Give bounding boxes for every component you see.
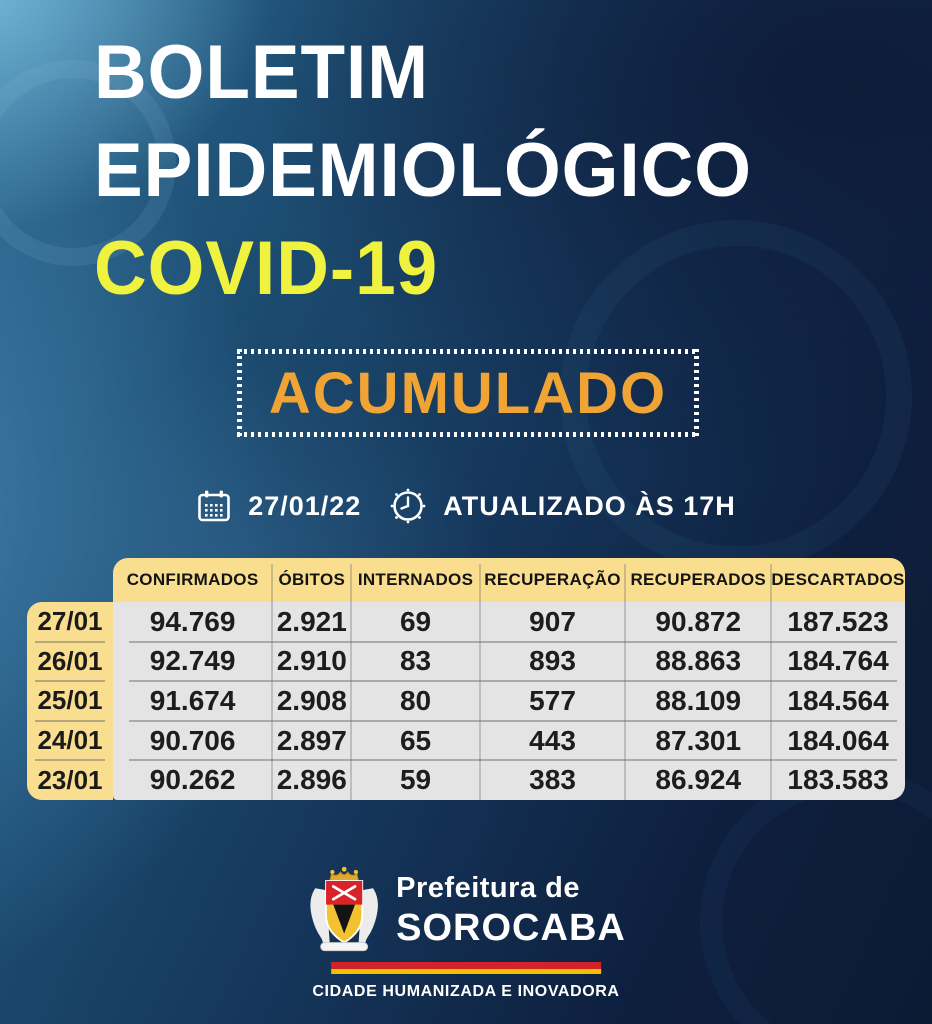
table-row: 90.706 2.897 65 443 87.301 184.064	[113, 720, 905, 761]
table-cell: 187.523	[787, 605, 889, 637]
table-cell: 86.924	[625, 760, 772, 800]
table-cell: 65	[351, 720, 481, 761]
table-cell: 90.262	[113, 760, 274, 800]
table-cell: 2.896	[272, 760, 353, 800]
table-cell: 90.872	[625, 602, 772, 642]
date-cell: 24/01	[27, 721, 113, 761]
date-cell: 26/01	[27, 642, 113, 682]
table-cell: 80	[351, 681, 481, 721]
org-name-line1: Prefeitura de	[396, 872, 580, 904]
date-column: 27/01 26/01 25/01 24/01 23/01	[27, 602, 113, 800]
table-cell: 2.910	[272, 641, 353, 682]
column-header-obitos: ÓBITOS	[272, 558, 353, 602]
table-cell: 83	[351, 641, 481, 682]
title-line-covid19: COVID-19	[94, 226, 439, 311]
footer-brand: Prefeitura de SOROCABA CIDADE HUMANIZADA…	[306, 860, 626, 1001]
table-cell: 184.564	[787, 684, 889, 716]
table-cell: 90.706	[113, 720, 274, 761]
dashed-border-top	[237, 349, 699, 354]
table-cell: 88.109	[625, 681, 772, 721]
org-name-line2: SOROCABA	[396, 907, 626, 949]
dashed-border-left	[237, 349, 242, 437]
table-row: 91.674 2.908 80 577 88.109 184.564	[113, 681, 905, 722]
brand-bar-yellow	[331, 969, 601, 974]
dashed-border-right	[694, 349, 699, 437]
column-header-confirmados: CONFIRMADOS	[113, 558, 274, 602]
column-header-descartados: DESCARTADOS	[771, 570, 905, 589]
table-cell: 2.908	[272, 681, 353, 721]
table-row: 94.769 2.921 69 907 90.872 187.523	[113, 602, 905, 643]
table-body: CONFIRMADOS ÓBITOS INTERNADOS RECUPERAÇÃ…	[113, 558, 905, 800]
table-cell: 183.583	[787, 764, 889, 796]
table-cell: 94.769	[113, 602, 274, 642]
table-header-row: CONFIRMADOS ÓBITOS INTERNADOS RECUPERAÇÃ…	[113, 558, 905, 602]
table-cell: 91.674	[113, 681, 274, 721]
table-cell: 87.301	[625, 720, 772, 761]
table-row: 92.749 2.910 83 893 88.863 184.764	[113, 641, 905, 682]
date-cell: 23/01	[37, 764, 103, 795]
table-rows: 94.769 2.921 69 907 90.872 187.523 92.74…	[113, 602, 905, 800]
date-cell: 25/01	[27, 681, 113, 722]
table-cell: 92.749	[113, 641, 274, 682]
table-cell: 2.921	[272, 602, 353, 642]
clock-icon	[390, 488, 426, 524]
data-table: 27/01 26/01 25/01 24/01 23/01 CONFIRMADO…	[27, 558, 905, 800]
table-cell: 184.764	[787, 645, 889, 677]
acumulado-badge: ACUMULADO	[237, 349, 699, 437]
brand-bar-red	[331, 962, 601, 969]
table-cell: 893	[480, 641, 627, 682]
table-row: 90.262 2.896 59 383 86.924 183.583	[113, 760, 905, 800]
column-header-recuperacao: RECUPERAÇÃO	[480, 558, 627, 602]
column-header-internados: INTERNADOS	[351, 558, 481, 602]
updated-time-label: ATUALIZADO ÀS 17H	[443, 490, 736, 521]
table-cell: 443	[480, 720, 627, 761]
title-line-epidemiologico: EPIDEMIOLÓGICO	[94, 128, 752, 213]
calendar-icon	[198, 490, 230, 522]
table-cell: 59	[351, 760, 481, 800]
table-cell: 184.064	[787, 724, 889, 756]
column-header-recuperados: RECUPERADOS	[625, 558, 772, 602]
brand-color-bar	[331, 962, 601, 974]
table-cell: 88.863	[625, 641, 772, 682]
dashed-border-bottom	[237, 432, 699, 437]
city-slogan: CIDADE HUMANIZADA E INOVADORA	[312, 983, 620, 1000]
date-cell: 27/01	[27, 602, 113, 643]
table-cell: 383	[480, 760, 627, 800]
report-date: 27/01/22	[248, 490, 362, 521]
sorocaba-coat-of-arms	[310, 866, 378, 952]
table-cell: 69	[351, 602, 481, 642]
virus-ring-decoration	[700, 770, 932, 1024]
acumulado-label: ACUMULADO	[268, 360, 668, 426]
table-cell: 907	[480, 602, 627, 642]
title-line-boletim: BOLETIM	[94, 30, 430, 115]
page-title: BOLETIM EPIDEMIOLÓGICO COVID-19	[94, 24, 779, 318]
table-cell: 577	[480, 681, 627, 721]
table-cell: 2.897	[272, 720, 353, 761]
update-info-row: 27/01/22 ATUALIZADO ÀS 17H	[0, 480, 932, 532]
